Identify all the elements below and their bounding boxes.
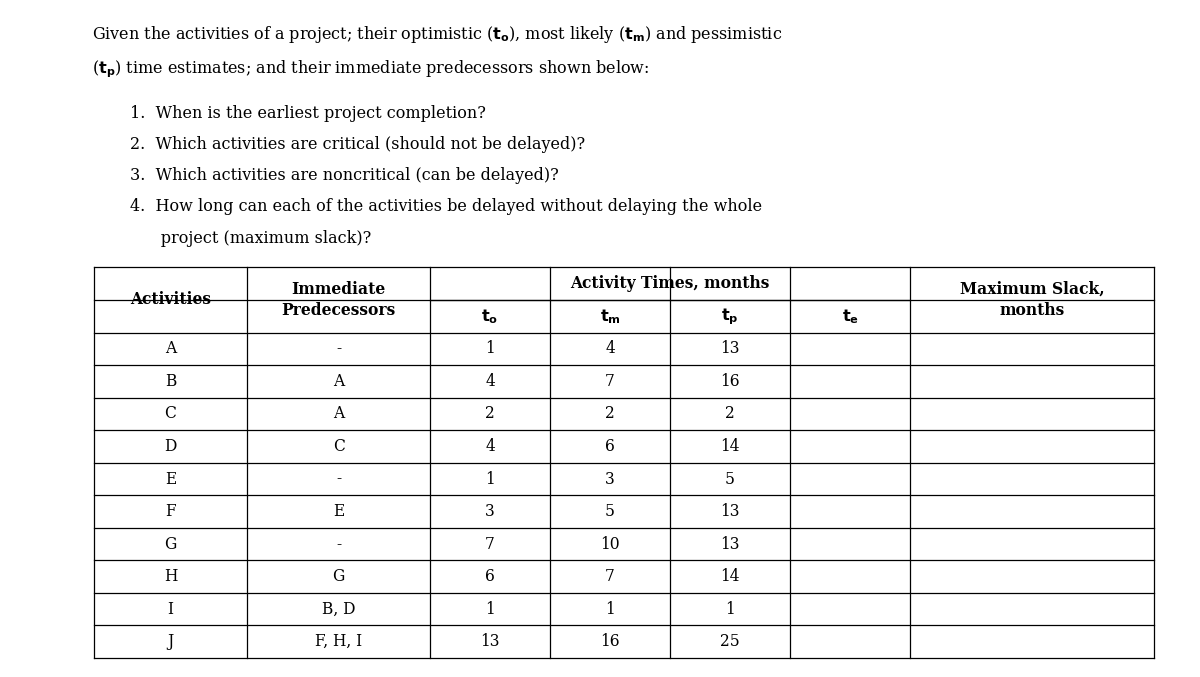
Text: 1.  When is the earliest project completion?: 1. When is the earliest project completi…	[130, 105, 486, 122]
Text: H: H	[163, 568, 178, 585]
Text: 2: 2	[605, 406, 614, 422]
Text: -: -	[336, 471, 341, 487]
Text: F, H, I: F, H, I	[316, 633, 362, 651]
Text: 5: 5	[725, 471, 736, 487]
Text: 16: 16	[600, 633, 620, 651]
Text: 14: 14	[720, 438, 740, 455]
Text: 13: 13	[480, 633, 500, 651]
Text: G: G	[164, 536, 176, 552]
Text: A: A	[334, 406, 344, 422]
Text: 7: 7	[605, 568, 614, 585]
Text: 13: 13	[720, 341, 740, 357]
Text: 5: 5	[605, 503, 616, 520]
Text: -: -	[336, 536, 341, 552]
Text: 3.  Which activities are noncritical (can be delayed)?: 3. Which activities are noncritical (can…	[130, 167, 558, 184]
Text: F: F	[166, 503, 175, 520]
Text: project (maximum slack)?: project (maximum slack)?	[130, 230, 371, 246]
Text: Given the activities of a project; their optimistic ($\mathbf{t_o}$), most likel: Given the activities of a project; their…	[92, 24, 782, 45]
Text: I: I	[168, 600, 174, 617]
Text: $\mathbf{t_o}$: $\mathbf{t_o}$	[481, 307, 499, 326]
Text: J: J	[167, 633, 174, 651]
Text: 3: 3	[605, 471, 614, 487]
Text: 13: 13	[720, 503, 740, 520]
Text: $\mathbf{t_p}$: $\mathbf{t_p}$	[721, 306, 739, 326]
Text: A: A	[334, 373, 344, 390]
Text: 4: 4	[605, 341, 614, 357]
Text: 4.  How long can each of the activities be delayed without delaying the whole: 4. How long can each of the activities b…	[130, 198, 762, 215]
Text: E: E	[164, 471, 176, 487]
Text: 6: 6	[485, 568, 496, 585]
Text: 13: 13	[720, 536, 740, 552]
Text: E: E	[334, 503, 344, 520]
Text: 1: 1	[485, 341, 494, 357]
Text: Activities: Activities	[130, 292, 211, 309]
Text: B: B	[164, 373, 176, 390]
Text: 3: 3	[485, 503, 494, 520]
Text: 2: 2	[485, 406, 494, 422]
Text: A: A	[164, 341, 176, 357]
Text: 25: 25	[720, 633, 740, 651]
Text: Immediate
Predecessors: Immediate Predecessors	[282, 281, 396, 319]
Text: 1: 1	[725, 600, 734, 617]
Text: ($\mathbf{t_p}$) time estimates; and their immediate predecessors shown below:: ($\mathbf{t_p}$) time estimates; and the…	[92, 59, 649, 81]
Text: $\mathbf{t_m}$: $\mathbf{t_m}$	[600, 307, 620, 326]
Text: B, D: B, D	[322, 600, 355, 617]
Text: -: -	[336, 341, 341, 357]
Text: 1: 1	[605, 600, 614, 617]
Text: $\mathbf{t_e}$: $\mathbf{t_e}$	[841, 307, 859, 326]
Text: 2.  Which activities are critical (should not be delayed)?: 2. Which activities are critical (should…	[130, 136, 584, 153]
Text: 16: 16	[720, 373, 740, 390]
Text: C: C	[332, 438, 344, 455]
Text: 1: 1	[485, 471, 494, 487]
Text: 4: 4	[485, 373, 494, 390]
Text: Maximum Slack,
months: Maximum Slack, months	[960, 281, 1104, 319]
Text: 6: 6	[605, 438, 616, 455]
Text: C: C	[164, 406, 176, 422]
Text: 10: 10	[600, 536, 620, 552]
Text: 4: 4	[485, 438, 494, 455]
Text: 1: 1	[485, 600, 494, 617]
Text: 7: 7	[605, 373, 614, 390]
Text: 7: 7	[485, 536, 494, 552]
Text: G: G	[332, 568, 344, 585]
Text: 14: 14	[720, 568, 740, 585]
Text: Activity Times, months: Activity Times, months	[570, 275, 769, 292]
Text: 2: 2	[725, 406, 734, 422]
Text: D: D	[164, 438, 176, 455]
